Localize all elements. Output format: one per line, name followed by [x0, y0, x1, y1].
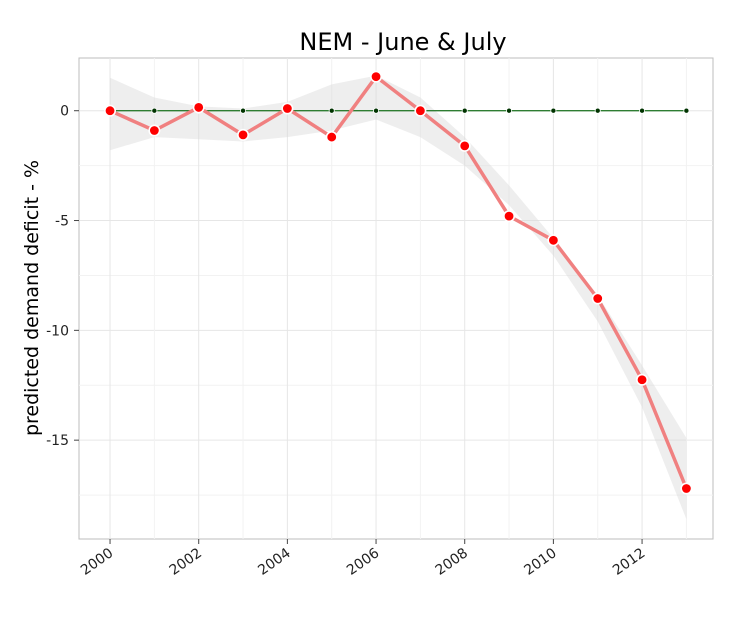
data-point-deficit [104, 104, 117, 117]
x-tick-label: 2006 [344, 545, 382, 579]
data-point-baseline [506, 107, 513, 114]
data-point-deficit [414, 104, 427, 117]
data-point-baseline [594, 107, 601, 114]
data-point-deficit [547, 234, 560, 247]
data-point-deficit [148, 124, 161, 137]
series-line-deficit [108, 74, 689, 491]
x-tick-label: 2004 [255, 545, 293, 579]
data-point-baseline [151, 107, 158, 114]
confidence-band [110, 75, 687, 520]
data-point-baseline [373, 107, 380, 114]
data-point-deficit [192, 101, 205, 114]
data-point-deficit [680, 482, 693, 495]
x-tick-label: 2002 [167, 545, 205, 579]
plot-panel [78, 57, 714, 540]
data-point-deficit [503, 210, 516, 223]
data-point-deficit [458, 139, 471, 152]
x-tick-label: 2012 [610, 545, 648, 579]
y-tick-label: -5 [55, 214, 69, 230]
data-point-deficit [237, 128, 250, 141]
y-tick-label: -15 [46, 433, 69, 449]
data-point-deficit [370, 70, 383, 83]
data-point-deficit [281, 102, 294, 115]
data-point-deficit [325, 131, 338, 144]
x-tick-label: 2000 [78, 545, 116, 579]
chart-title: NEM - June & July [299, 28, 506, 56]
x-tick-label: 2008 [433, 545, 471, 579]
x-tick-label: 2010 [521, 545, 559, 579]
data-point-baseline [639, 107, 646, 114]
y-tick-label: 0 [60, 104, 69, 120]
confidence-band-layer [110, 75, 687, 520]
data-point-baseline [328, 107, 335, 114]
series-layer [104, 70, 693, 495]
data-point-deficit [636, 373, 649, 386]
data-point-baseline [683, 107, 690, 114]
data-point-baseline [550, 107, 557, 114]
data-point-baseline [461, 107, 468, 114]
data-point-baseline [240, 107, 247, 114]
data-point-deficit [591, 292, 604, 305]
y-tick-label: -10 [46, 323, 69, 339]
y-axis-label: predicted demand deficit - % [21, 160, 43, 436]
